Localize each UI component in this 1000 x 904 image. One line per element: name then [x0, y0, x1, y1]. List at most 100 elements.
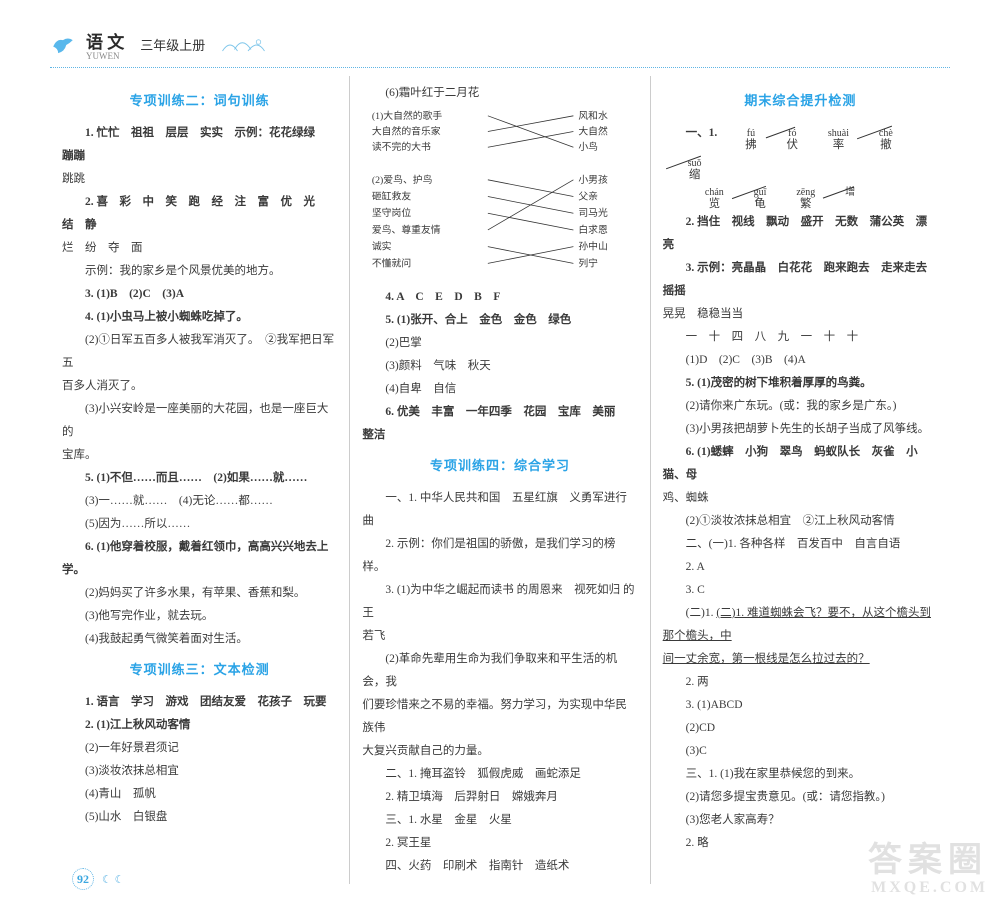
svg-text:大自然: 大自然: [579, 124, 609, 137]
content-columns: 专项训练二：词句训练 1. 忙忙 祖祖 层层 实实 示例：花花绿绿 蹦蹦 跳跳 …: [50, 76, 950, 884]
section-title-final: 期末综合提升检测: [663, 88, 938, 114]
svg-text:砸缸救友: 砸缸救友: [372, 190, 411, 203]
line: 2. 略: [663, 832, 938, 855]
page-root: 语 文 YUWEN 三年级上册 专项训练二：词句训练 1. 忙忙 祖祖 层层 实…: [0, 0, 1000, 904]
line: 3. (1)B (2)C (3)A: [62, 283, 337, 306]
bird-icon: [50, 32, 76, 58]
line: (3)C: [663, 740, 938, 763]
flourish-icon: [221, 34, 281, 56]
line: (5)因为……所以……: [62, 513, 337, 536]
line: (3)一……就…… (4)无论……都……: [62, 490, 337, 513]
line: 6. (1)他穿着校服，戴着红领巾，高高兴兴地去上学。: [62, 536, 337, 582]
line: 宝库。: [62, 444, 337, 467]
line: (1)D (2)C (3)B (4)A: [663, 349, 938, 372]
svg-text:诚实: 诚实: [372, 240, 392, 253]
line: (3)淡妆浓抹总相宜: [62, 760, 337, 783]
line: 3. (1)ABCD: [663, 694, 938, 717]
svg-text:列宁: 列宁: [579, 256, 599, 269]
line: 1. 语言 学习 游戏 团结友爱 花孩子 玩要: [62, 691, 337, 714]
line: 6. 优美 丰富 一年四季 花园 宝库 美丽 整洁: [362, 401, 637, 447]
line: (3)颜料 气味 秋天: [362, 355, 637, 378]
svg-text:爱鸟、尊重友情: 爱鸟、尊重友情: [372, 223, 441, 236]
line: 4. A C E D B F: [362, 286, 637, 309]
line: (3)小兴安岭是一座美丽的大花园，也是一座巨大的: [62, 398, 337, 444]
line: (2)CD: [663, 717, 938, 740]
line: (4)自卑 自信: [362, 378, 637, 401]
line: (4)我鼓起勇气微笑着面对生活。: [62, 628, 337, 651]
svg-text:读不完的大书: 读不完的大书: [372, 140, 431, 153]
svg-text:(2)爱鸟、护鸟: (2)爱鸟、护鸟: [372, 173, 433, 186]
pinyin-line: 一、1. fú拂 fó伏 shuài率 chè撤 suǒ缩 chán览 guī龟…: [663, 122, 938, 211]
page-header: 语 文 YUWEN 三年级上册: [50, 28, 950, 68]
svg-text:不懂就问: 不懂就问: [372, 256, 411, 269]
line: 2. 两: [663, 671, 938, 694]
line: 6. (1)蟋蟀 小狗 翠鸟 蚂蚁队长 灰雀 小猫、母: [663, 441, 938, 487]
svg-text:小男孩: 小男孩: [579, 173, 609, 186]
line: 四、火药 印刷术 指南针 造纸术: [362, 855, 637, 878]
line: (5)山水 白银盘: [62, 806, 337, 829]
line: 4. (1)小虫马上被小蜘蛛吃掉了。: [62, 306, 337, 329]
line: 百多人消灭了。: [62, 375, 337, 398]
line: 们要珍惜来之不易的幸福。努力学习，为实现中华民族伟: [362, 694, 637, 740]
line: 2. 示例：你们是祖国的骄傲，是我们学习的榜样。: [362, 533, 637, 579]
line: 一、1. 中华人民共和国 五星红旗 义勇军进行曲: [362, 487, 637, 533]
line: 间一丈余宽，第一根线是怎么拉过去的？: [663, 648, 938, 671]
section-title-2: 专项训练二：词句训练: [62, 88, 337, 114]
line: 2. 冥王星: [362, 832, 637, 855]
line: 二、1. 掩耳盗铃 狐假虎威 画蛇添足: [362, 763, 637, 786]
line: (2)巴掌: [362, 332, 637, 355]
line: (2)①日军五百多人被我军消灭了。 ②我军把日军五: [62, 329, 337, 375]
subject-pinyin: YUWEN: [86, 51, 124, 61]
svg-text:父亲: 父亲: [579, 190, 599, 203]
line: (6)霜叶红于二月花: [362, 82, 637, 105]
line: 3. C: [663, 579, 938, 602]
svg-text:孙中山: 孙中山: [579, 240, 608, 253]
matching-diagram-1: (1)大自然的歌手 大自然的音乐家 读不完的大书 风和水 大自然 小鸟: [362, 105, 637, 160]
page-number-value: 92: [72, 868, 94, 890]
column-3: 期末综合提升检测 一、1. fú拂 fó伏 shuài率 chè撤 suǒ缩 c…: [650, 76, 950, 884]
line: (2)请您多提宝贵意见。(或：请您指教。): [663, 786, 938, 809]
line: 5. (1)张开、合上 金色 金色 绿色: [362, 309, 637, 332]
line: 一 十 四 八 九 一 十 十: [663, 326, 938, 349]
line: 示例：我的家乡是个风景优美的地方。: [62, 260, 337, 283]
grade-label: 三年级上册: [140, 35, 205, 54]
line: 跳跳: [62, 168, 337, 191]
section-title-4: 专项训练四：综合学习: [362, 453, 637, 479]
line: (3)小男孩把胡萝卜先生的长胡子当成了风筝线。: [663, 418, 938, 441]
svg-text:风和水: 风和水: [579, 110, 609, 122]
line: (二)1. (二)1. 难道蜘蛛会飞？要不，从这个檐头到那个檐头，中: [663, 602, 938, 648]
line: (4)青山 孤帆: [62, 783, 337, 806]
line: 烂 纷 夺 面: [62, 237, 337, 260]
line: 2. 喜 彩 中 笑 跑 经 注 富 优 光 结 静: [62, 191, 337, 237]
svg-text:坚守岗位: 坚守岗位: [372, 206, 411, 219]
line: 5. (1)不但……而且…… (2)如果……就……: [62, 467, 337, 490]
moon-icon: ☾ ☾: [102, 873, 124, 886]
svg-text:司马光: 司马光: [579, 206, 609, 219]
line: 2. 挡住 视线 飘动 盛开 无数 蒲公英 漂亮: [663, 211, 938, 257]
subject-block: 语 文 YUWEN: [86, 28, 124, 61]
line: (2)请你来广东玩。(或：我的家乡是广东。): [663, 395, 938, 418]
line: (3)您老人家高寿？: [663, 809, 938, 832]
line: 2. 精卫填海 后羿射日 嫦娥奔月: [362, 786, 637, 809]
subject-title: 语 文: [86, 33, 124, 52]
column-2: (6)霜叶红于二月花 (1)大自然的歌手 大自然的音乐家 读不完的大书 风和水 …: [349, 76, 649, 884]
line: 2. A: [663, 556, 938, 579]
line: 三、1. (1)我在家里恭候您的到来。: [663, 763, 938, 786]
line: 若飞: [362, 625, 637, 648]
line: 3. 示例：亮晶晶 白花花 跑来跑去 走来走去 摇摇: [663, 257, 938, 303]
line: 3. (1)为中华之崛起而读书 的周恩来 视死如归 的王: [362, 579, 637, 625]
column-1: 专项训练二：词句训练 1. 忙忙 祖祖 层层 实实 示例：花花绿绿 蹦蹦 跳跳 …: [50, 76, 349, 884]
line: (2)①淡妆浓抹总相宜 ②江上秋风动客情: [663, 510, 938, 533]
line: (2)一年好景君须记: [62, 737, 337, 760]
line: (3)他写完作业，就去玩。: [62, 605, 337, 628]
line: (2)妈妈买了许多水果，有苹果、香蕉和梨。: [62, 582, 337, 605]
svg-text:白求恩: 白求恩: [579, 223, 609, 236]
svg-text:(1)大自然的歌手: (1)大自然的歌手: [372, 109, 443, 122]
page-number: 92 ☾ ☾: [72, 868, 124, 890]
line: 晃晃 稳稳当当: [663, 303, 938, 326]
line: (2)革命先辈用生命为我们争取来和平生活的机会，我: [362, 648, 637, 694]
matching-diagram-2: (2)爱鸟、护鸟 砸缸救友 坚守岗位 爱鸟、尊重友情 诚实 不懂就问 小男孩 父…: [362, 169, 637, 277]
line: 三、1. 水星 金星 火星: [362, 809, 637, 832]
line: 5. (1)茂密的树下堆积着厚厚的鸟粪。: [663, 372, 938, 395]
svg-text:小鸟: 小鸟: [579, 140, 599, 153]
